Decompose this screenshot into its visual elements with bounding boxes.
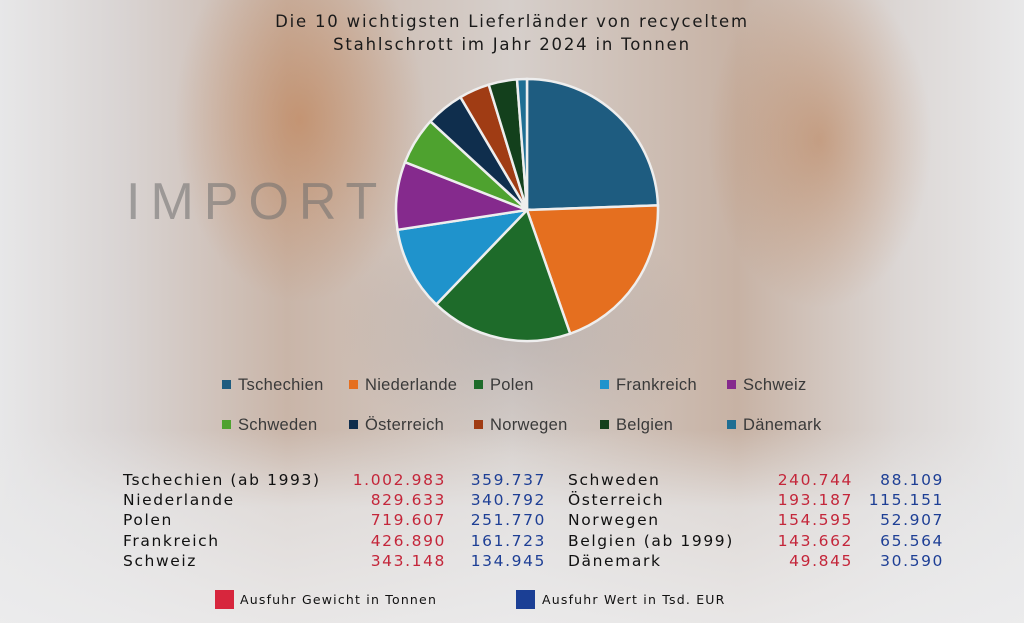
pie-slice-frankreich (396, 208, 531, 307)
table-country-name: Schweiz (123, 552, 198, 570)
legend-item-belgien: Belgien (600, 416, 673, 435)
legend-label: Schweden (238, 416, 318, 434)
import-watermark: IMPORT (126, 173, 388, 231)
legend-item-dänemark: Dänemark (727, 416, 822, 435)
legend-label: Niederlande (365, 376, 458, 394)
value-legend-label: Ausfuhr Wert in Tsd. EUR (542, 592, 726, 607)
legend-label: Polen (490, 376, 534, 394)
legend-item-schweden: Schweden (222, 416, 317, 435)
table-euro-value: 359.737 (470, 471, 546, 489)
table-euro-value: 134.945 (470, 552, 546, 570)
legend-swatch (222, 380, 231, 389)
table-weight-value: 426.890 (370, 532, 446, 550)
chart-title-line-1: Die 10 wichtigsten Lieferländer von recy… (275, 12, 749, 31)
weight-legend-label: Ausfuhr Gewicht in Tonnen (240, 592, 438, 607)
legend-item-polen: Polen (474, 376, 534, 395)
table-weight-value: 240.744 (777, 471, 853, 489)
legend-swatch (349, 420, 358, 429)
legend-swatch (222, 420, 231, 429)
legend-label: Tschechien (238, 376, 324, 394)
table-country-name: Tschechien (ab 1993) (123, 471, 321, 489)
legend-item-österreich: Österreich (349, 416, 444, 435)
legend-item-tschechien: Tschechien (222, 376, 324, 395)
legend-label: Norwegen (490, 416, 568, 434)
table-weight-value: 154.595 (777, 511, 853, 529)
table-country-name: Norwegen (568, 511, 660, 529)
table-weight-value: 343.148 (370, 552, 446, 570)
legend-swatch (474, 420, 483, 429)
legend-swatch (600, 380, 609, 389)
table-weight-value: 193.187 (777, 491, 853, 509)
chart-title-line-2: Stahlschrott im Jahr 2024 in Tonnen (333, 35, 691, 54)
table-country-name: Polen (123, 511, 173, 529)
legend-label: Dänemark (743, 416, 822, 434)
legend-swatch (349, 380, 358, 389)
table-country-name: Schweden (568, 471, 661, 489)
legend-swatch (600, 420, 609, 429)
weight-legend-swatch (215, 590, 234, 609)
legend-label: Schweiz (743, 376, 807, 394)
legend-item-norwegen: Norwegen (474, 416, 568, 435)
legend-swatch (727, 420, 736, 429)
legend-swatch (727, 380, 736, 389)
legend-swatch (474, 380, 483, 389)
pie-slice-tschechien (525, 77, 660, 212)
table-euro-value: 251.770 (470, 511, 546, 529)
table-country-name: Frankreich (123, 532, 220, 550)
legend-label: Österreich (365, 416, 445, 434)
table-euro-value: 88.109 (880, 471, 944, 489)
table-country-name: Dänemark (568, 552, 662, 570)
legend-item-frankreich: Frankreich (600, 376, 697, 395)
table-euro-value: 65.564 (880, 532, 944, 550)
legend-label: Frankreich (616, 376, 697, 394)
table-weight-value: 49.845 (789, 552, 853, 570)
table-country-name: Niederlande (123, 491, 235, 509)
pie-slice-dänemark (515, 77, 529, 211)
table-euro-value: 161.723 (470, 532, 546, 550)
value-legend-swatch (516, 590, 535, 609)
table-weight-value: 1.002.983 (352, 471, 446, 489)
table-weight-value: 143.662 (777, 532, 853, 550)
table-euro-value: 115.151 (868, 491, 944, 509)
table-country-name: Belgien (ab 1999) (568, 532, 734, 550)
legend-label: Belgien (616, 416, 674, 434)
legend-item-niederlande: Niederlande (349, 376, 457, 395)
table-weight-value: 719.607 (370, 511, 446, 529)
table-euro-value: 52.907 (880, 511, 944, 529)
legend-item-schweiz: Schweiz (727, 376, 807, 395)
table-weight-value: 829.633 (370, 491, 446, 509)
table-country-name: Österreich (568, 491, 665, 509)
table-euro-value: 340.792 (470, 491, 546, 509)
table-euro-value: 30.590 (880, 552, 944, 570)
background-fade (0, 430, 1024, 623)
pie-slice-polen (434, 207, 572, 343)
